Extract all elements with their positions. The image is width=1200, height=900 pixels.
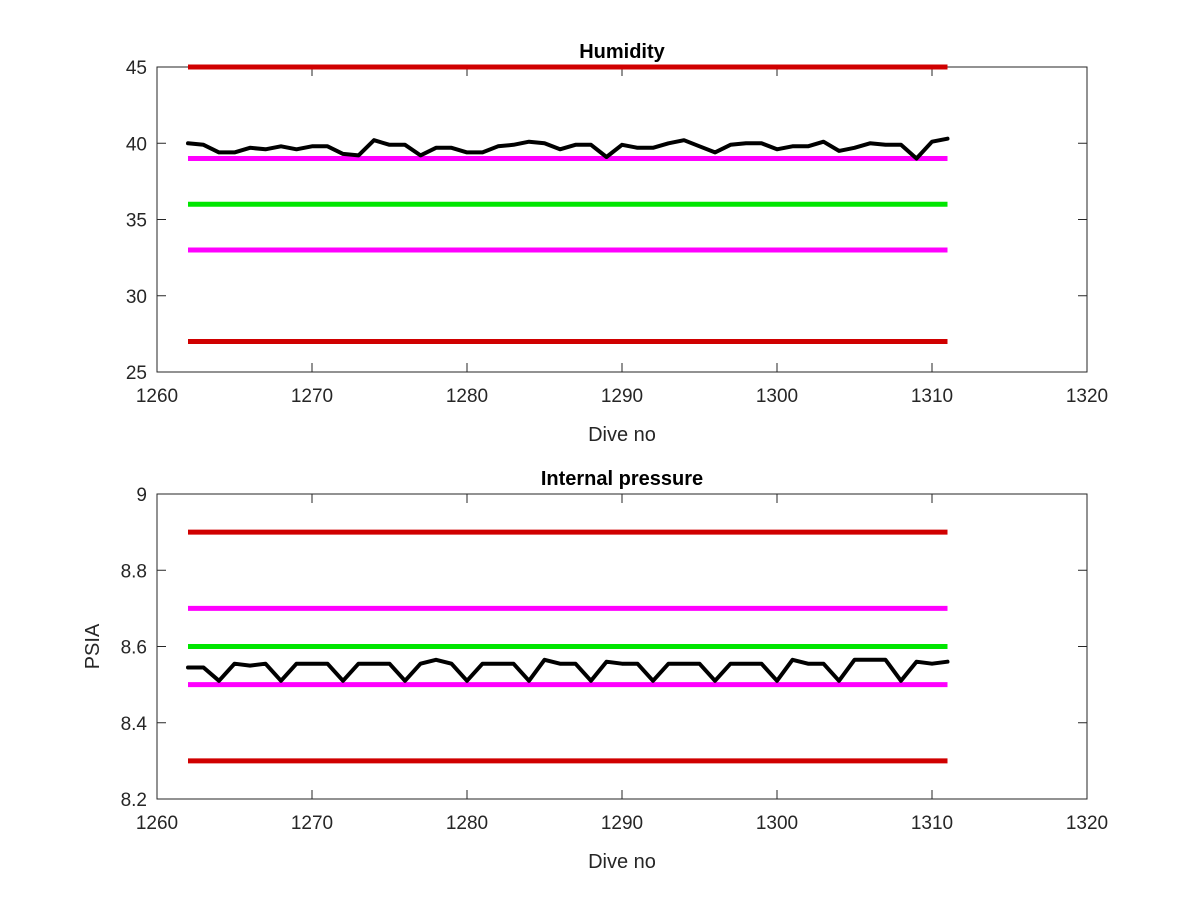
x-tick-label: 1260: [136, 813, 178, 834]
plots-layer: 1260 1270 1280 1290 1300 1310 1320 25 30 35 40 45 Hu…: [82, 41, 1108, 873]
chart-1: 1260 1270 1280 1290 1300 1310 1320 25 30 35 40 45 Hu…: [126, 41, 1108, 446]
x-tick-label: 1290: [601, 386, 643, 407]
x-tick-label: 1300: [756, 386, 798, 407]
y-tick-label: 8.8: [121, 561, 147, 582]
y-tick-label: 8.4: [121, 714, 148, 735]
series-line: [186, 136, 950, 161]
y-tick-label: 35: [126, 211, 147, 232]
x-axis-label: Dive no: [588, 851, 656, 873]
series-line: [186, 657, 950, 683]
y-axis-label: PSIA: [82, 623, 104, 669]
y-tick-label: 9: [136, 485, 147, 506]
x-tick-label: 1280: [446, 386, 488, 407]
y-tick-label: 45: [126, 58, 147, 79]
x-axis-label: Dive no: [588, 424, 656, 446]
x-tick-label: 1270: [291, 386, 333, 407]
x-tick-label: 1260: [136, 386, 178, 407]
y-tick-label: 25: [126, 363, 147, 384]
x-tick-label: 1320: [1066, 813, 1108, 834]
x-tick-label: 1320: [1066, 386, 1108, 407]
x-tick-label: 1310: [911, 386, 953, 407]
x-tick-label: 1270: [291, 813, 333, 834]
y-tick-label: 8.2: [121, 790, 147, 811]
x-tick-label: 1310: [911, 813, 953, 834]
y-tick-label: 8.6: [121, 638, 147, 659]
x-tick-label: 1300: [756, 813, 798, 834]
chart-title: Internal pressure: [541, 468, 703, 490]
y-tick-label: 40: [126, 134, 147, 155]
axes-box: [156, 66, 1088, 373]
x-tick-label: 1280: [446, 813, 488, 834]
x-tick-label: 1290: [601, 813, 643, 834]
y-tick-label: 30: [126, 287, 147, 308]
chart-title: Humidity: [579, 41, 665, 63]
chart-2: 1260 1270 1280 1290 1300 1310 1320 8.2 8.4 8.6 8.8…: [82, 468, 1108, 873]
